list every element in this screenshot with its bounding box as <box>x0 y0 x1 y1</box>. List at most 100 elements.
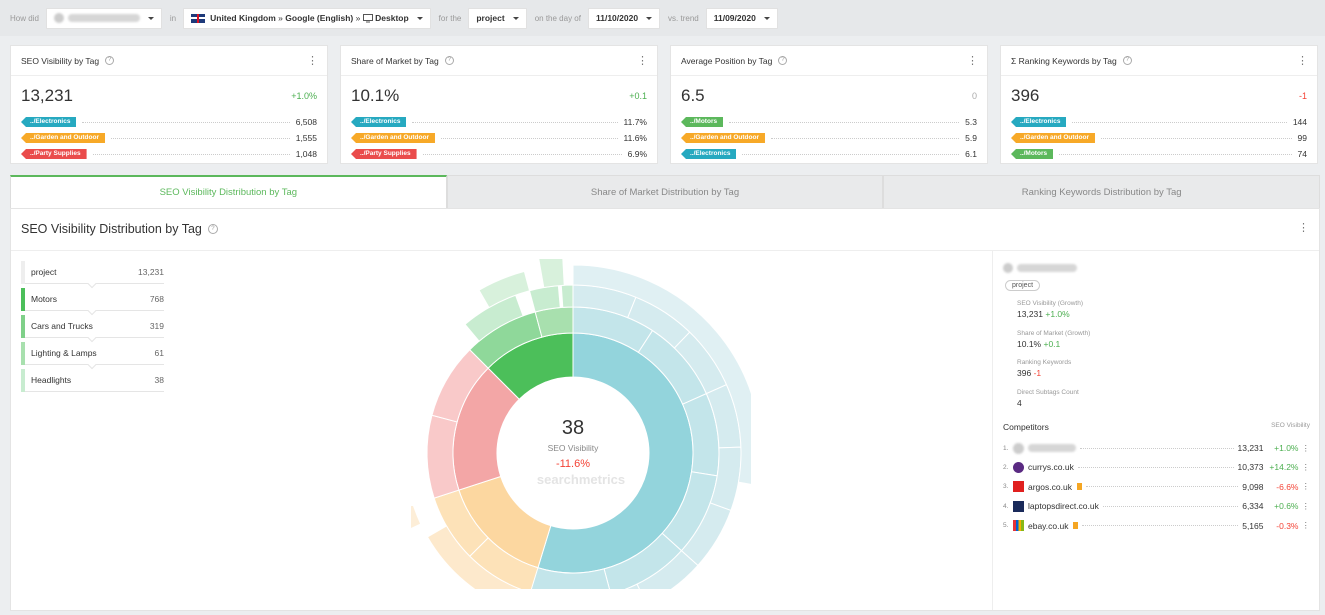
card-change: 0 <box>971 91 977 101</box>
sunburst-segment-garden-leaf[interactable] <box>426 525 524 589</box>
tag-row[interactable]: ../Motors 5.3 <box>671 114 987 130</box>
tree-item[interactable]: Lighting & Lamps 61 <box>21 342 164 370</box>
engine-value: Google (English) <box>285 13 354 23</box>
tag-row[interactable]: ../Garden and Outdoor 1,555 <box>11 130 327 146</box>
more-options-icon[interactable]: ⋮ <box>1301 442 1311 453</box>
tag-row[interactable]: ../Electronics 144 <box>1001 114 1317 130</box>
tag-row[interactable]: ../Electronics 11.7% <box>341 114 657 130</box>
competitor-name[interactable]: laptopsdirect.co.uk <box>1028 501 1099 512</box>
competitor-name[interactable]: argos.co.uk <box>1028 481 1072 492</box>
help-icon[interactable]: ? <box>444 56 454 65</box>
tag-label[interactable]: ../Motors <box>681 117 724 127</box>
competitor-name[interactable] <box>1028 444 1076 452</box>
market-value: United Kingdom <box>210 13 276 23</box>
tree-item-label: Cars and Trucks <box>31 321 93 331</box>
tag-row[interactable]: ../Party Supplies 1,048 <box>11 146 327 162</box>
dotted-leader <box>1080 447 1234 449</box>
tag-value: 5.9 <box>965 133 977 143</box>
desktop-icon <box>362 13 373 22</box>
card-value: 13,231 <box>21 86 73 105</box>
sunburst-segment-motors-sub[interactable] <box>534 306 574 338</box>
tag-label[interactable]: ../Party Supplies <box>21 149 87 159</box>
tab-seo-visibility[interactable]: SEO Visibility Distribution by Tag <box>10 175 447 208</box>
tag-label[interactable]: ../Electronics <box>351 117 407 127</box>
sunburst-segment-motors-deep[interactable] <box>538 259 565 289</box>
tree-connector <box>87 333 97 343</box>
more-options-icon[interactable]: ⋮ <box>1297 55 1308 67</box>
tag-label[interactable]: ../Party Supplies <box>351 149 417 159</box>
domain-dropdown[interactable] <box>45 7 162 29</box>
more-options-icon[interactable]: ⋮ <box>1301 481 1311 492</box>
tag-label[interactable]: ../Garden and Outdoor <box>21 133 105 143</box>
more-options-icon[interactable]: ⋮ <box>1298 222 1309 234</box>
help-icon[interactable]: ? <box>1122 56 1132 65</box>
distribution-panel: SEO Visibility Distribution by Tag? ⋮ pr… <box>10 208 1320 611</box>
tag-value: 6.1 <box>965 149 977 159</box>
more-options-icon[interactable]: ⋮ <box>637 55 648 67</box>
tree-item[interactable]: project 13,231 <box>21 261 164 289</box>
dotted-leader <box>1102 505 1239 507</box>
tag-row[interactable]: ../Motors 74 <box>1001 146 1317 162</box>
more-options-icon[interactable]: ⋮ <box>1301 500 1311 511</box>
details-domain <box>1003 263 1077 273</box>
tag-label[interactable]: ../Electronics <box>681 149 737 159</box>
competitor-row[interactable]: 3. argos.co.uk 9,098 -6.6% ⋮ <box>1003 478 1310 496</box>
tag-label[interactable]: ../Electronics <box>1011 117 1067 127</box>
market-dropdown[interactable]: United Kingdom » Google (English) » Desk… <box>183 7 431 29</box>
competitor-change: +14.2% <box>1269 462 1299 473</box>
more-options-icon[interactable]: ⋮ <box>1301 520 1311 531</box>
date-dropdown[interactable]: 11/10/2020 <box>587 7 661 29</box>
competitor-row[interactable]: 5. ebay.co.uk 5,165 -0.3% ⋮ <box>1003 517 1310 535</box>
competitor-name[interactable]: ebay.co.uk <box>1028 520 1069 531</box>
tag-row[interactable]: ../Electronics 6.1 <box>671 146 987 162</box>
chevron-down-icon <box>646 16 653 20</box>
tag-label[interactable]: ../Garden and Outdoor <box>681 133 765 143</box>
sunburst-segment-motors-leaf[interactable] <box>560 284 574 308</box>
tree-item[interactable]: Headlights 38 <box>21 369 164 392</box>
sunburst-segment-garden-deep[interactable] <box>411 504 422 533</box>
tag-label[interactable]: ../Garden and Outdoor <box>351 133 435 143</box>
tag-label[interactable]: ../Motors <box>1011 149 1054 159</box>
competitor-row[interactable]: 2. currys.co.uk 10,373 +14.2% ⋮ <box>1003 458 1310 476</box>
help-icon[interactable]: ? <box>207 224 218 234</box>
compare-date-dropdown[interactable]: 11/09/2020 <box>705 7 778 29</box>
more-options-icon[interactable]: ⋮ <box>967 55 978 67</box>
competitor-change: +1.0% <box>1274 443 1299 453</box>
tag-row[interactable]: ../Party Supplies 6.9% <box>341 146 657 162</box>
sunburst-segment-motors-leaf[interactable] <box>464 294 524 342</box>
tag-label[interactable]: ../Electronics <box>21 117 77 127</box>
card-header: SEO Visibility by Tag? ⋮ <box>11 46 327 76</box>
stat-label: Direct Subtags Count <box>1017 388 1079 396</box>
tree-item[interactable]: Motors 768 <box>21 288 164 316</box>
competitor-row[interactable]: 1. 13,231 +1.0% ⋮ <box>1003 439 1310 457</box>
tab-share-of-market[interactable]: Share of Market Distribution by Tag <box>446 175 884 208</box>
more-options-icon[interactable]: ⋮ <box>1301 461 1311 472</box>
bookmark-icon[interactable] <box>1073 522 1079 530</box>
tag-row[interactable]: ../Garden and Outdoor 5.9 <box>671 130 987 146</box>
competitor-rank: 2. <box>1003 463 1009 471</box>
stat-number: 13,231 <box>1017 309 1043 319</box>
tag-row[interactable]: ../Garden and Outdoor 99 <box>1001 130 1317 146</box>
competitor-row[interactable]: 4. laptopsdirect.co.uk 6,334 +0.6% ⋮ <box>1003 497 1310 515</box>
help-icon[interactable]: ? <box>105 56 115 65</box>
help-icon[interactable]: ? <box>778 56 788 65</box>
dotted-leader <box>440 137 618 139</box>
sunburst-segment-motors-leaf[interactable] <box>528 285 561 313</box>
sunburst-segment-electronics-deep[interactable] <box>572 264 751 486</box>
more-options-icon[interactable]: ⋮ <box>307 55 318 67</box>
competitor-name[interactable]: currys.co.uk <box>1028 462 1074 473</box>
tag-label[interactable]: ../Garden and Outdoor <box>1011 133 1095 143</box>
sunburst-segment-motors-deep[interactable] <box>478 270 531 309</box>
tag-row[interactable]: ../Garden and Outdoor 11.6% <box>341 130 657 146</box>
sunburst-segment-electronics-leaf[interactable] <box>558 583 646 589</box>
dotted-leader <box>770 137 960 139</box>
competitor-value: 6,334 <box>1242 501 1264 512</box>
scope-dropdown[interactable]: project <box>468 7 527 29</box>
dotted-leader <box>412 121 618 123</box>
bookmark-icon[interactable] <box>1076 483 1082 491</box>
tag-row[interactable]: ../Electronics 6,508 <box>11 114 327 130</box>
tab-ranking-keywords[interactable]: Ranking Keywords Distribution by Tag <box>883 175 1321 208</box>
card-header: Share of Market by Tag? ⋮ <box>341 46 657 76</box>
card-title: Σ Ranking Keywords by Tag <box>1011 55 1117 66</box>
tree-item[interactable]: Cars and Trucks 319 <box>21 315 164 343</box>
